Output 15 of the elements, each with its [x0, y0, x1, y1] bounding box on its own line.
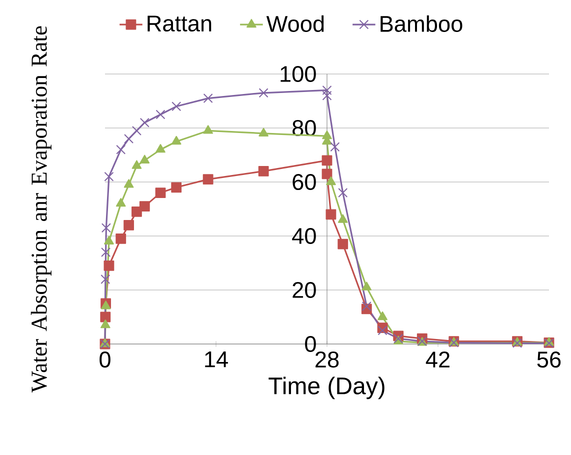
y-tick-label: 20	[292, 282, 316, 298]
y-tick-label: 0	[305, 336, 316, 352]
x-tick-label: 14	[205, 352, 228, 368]
y-tick-label: 60	[292, 174, 316, 190]
x-tick-label: 42	[426, 352, 450, 368]
x-axis-title: Time (Day)	[268, 376, 384, 400]
y-axis-title: Water Absorption anr Evaporation Rate	[30, 26, 52, 392]
y-tick-label: 100	[280, 66, 316, 82]
y-tick-label: 40	[292, 228, 316, 244]
legend-label: Rattan	[148, 16, 212, 32]
x-tick-label: 0	[100, 352, 110, 368]
x-tick-label: 28	[316, 352, 339, 368]
legend-label: Wood	[266, 15, 324, 32]
legend-label: Bamboo	[380, 15, 462, 32]
x-tick-label: 56	[537, 352, 561, 368]
